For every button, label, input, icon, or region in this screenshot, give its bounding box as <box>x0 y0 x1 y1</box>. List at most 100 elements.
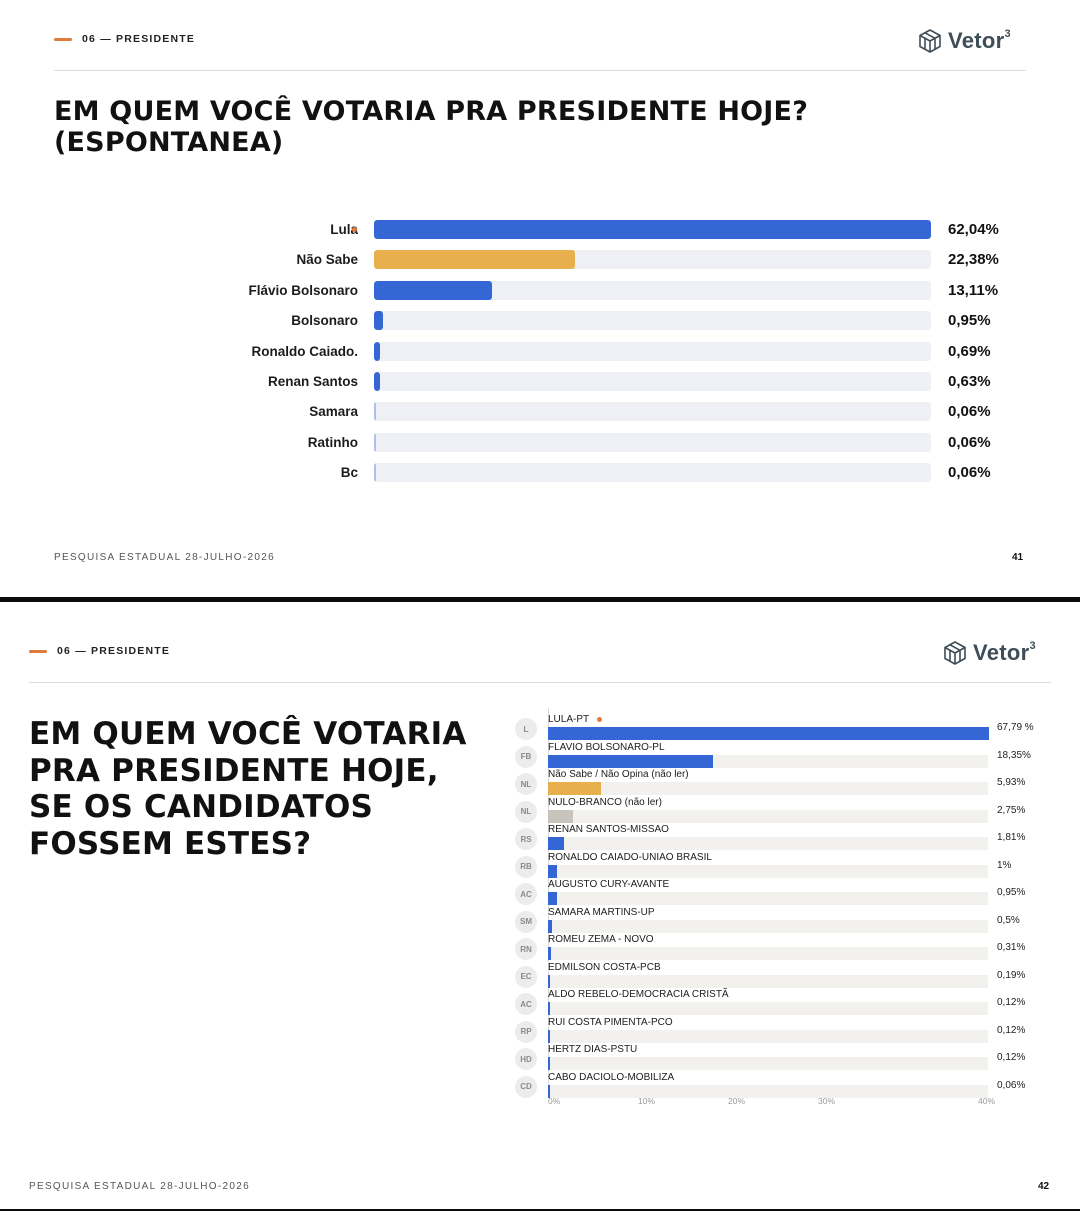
footer-survey: PESQUISA ESTADUAL 28-JULHO-2026 <box>54 552 275 563</box>
category-label: RUI COSTA PIMENTA-PCO <box>548 1016 673 1028</box>
brand-sup: 3 <box>1029 640 1036 652</box>
bar-track <box>548 1002 988 1015</box>
bar <box>374 432 376 452</box>
section-dash <box>29 649 47 653</box>
bar-track <box>548 837 988 850</box>
bar-row: Samara 0,06% <box>0 401 1080 423</box>
cube-logo-icon <box>919 29 941 53</box>
bar <box>374 402 376 422</box>
category-label: RENAN SANTOS-MISSAO <box>548 824 669 835</box>
bar <box>548 1029 550 1043</box>
slide-title: EM QUEM VOCÊ VOTARIA PRA PRESIDENTE HOJE… <box>54 96 809 158</box>
bar <box>548 864 557 878</box>
bar-row: FB FLAVIO BOLSONARO-PL 18,35% <box>510 742 1070 775</box>
candidate-initials-badge: RP <box>515 1020 537 1043</box>
category-label: ROMEU ZEMA - NOVO <box>548 934 654 945</box>
bar <box>374 372 380 391</box>
page-number: 41 <box>1012 552 1024 563</box>
category-label: Renan Santos <box>267 374 358 389</box>
bar <box>374 280 492 300</box>
bar-row: L LULA-PT 67,79 % <box>510 714 1070 747</box>
cube-logo-icon <box>944 641 966 665</box>
data-label: 0,63% <box>948 373 991 390</box>
category-label: EDMILSON COSTA-PCB <box>548 961 661 973</box>
bar-track <box>374 463 931 483</box>
x-tick-label: 10% <box>638 1096 656 1106</box>
category-label: RONALDO CAIADO-UNIAO BRASIL <box>548 851 712 863</box>
section-label: 06 — PRESIDENTE <box>82 33 196 45</box>
data-label: 0,19% <box>997 969 1026 981</box>
candidate-initials-badge: NL <box>515 800 537 823</box>
candidate-initials-badge: HD <box>515 1048 537 1070</box>
slide-41: 06 — PRESIDENTE Vetor 3 EM QUEM VOCÊ VOTA… <box>0 0 1080 597</box>
data-label: 0,12% <box>997 1024 1026 1036</box>
data-label: 0,95% <box>948 312 991 330</box>
bar-track <box>374 432 931 452</box>
x-tick-label: 30% <box>818 1096 836 1106</box>
bar-track <box>548 754 988 768</box>
data-label: 0,06% <box>948 433 991 451</box>
candidate-initials-badge: RN <box>515 938 537 960</box>
bar-row: Flávio Bolsonaro 13,11% <box>0 280 1080 302</box>
category-label: SAMARA MARTINS-UP <box>548 906 655 918</box>
candidate-initials-badge: AC <box>515 883 537 905</box>
bar-track <box>548 727 989 740</box>
bar-track <box>548 809 988 823</box>
candidate-initials-badge: NL <box>515 773 537 795</box>
bar-track <box>548 919 988 933</box>
bar <box>548 1002 550 1015</box>
bar <box>374 220 931 239</box>
bar-row: Não Sabe 22,38% <box>0 249 1080 271</box>
header-divider <box>29 682 1051 683</box>
bar <box>548 782 602 795</box>
category-label: CABO DACIOLO-MOBILIZA <box>548 1071 675 1083</box>
category-label: FLAVIO BOLSONARO-PL <box>548 741 665 753</box>
category-label: LULA-PT <box>548 714 590 725</box>
bar-row: NL NULO-BRANCO (não ler) 2,75% <box>510 797 1070 830</box>
bar-track <box>548 1057 988 1070</box>
candidate-initials-badge: CD <box>515 1075 537 1098</box>
brand-logo: Vetor 3 <box>942 640 1036 666</box>
candidate-initials-badge: AC <box>515 993 537 1015</box>
bar <box>374 463 376 483</box>
category-label: AUGUSTO CURY-AVANTE <box>548 879 670 890</box>
footer-survey: PESQUISA ESTADUAL 28-JULHO-2026 <box>29 1181 250 1192</box>
category-label: Ronaldo Caiado. <box>251 343 358 359</box>
bottom-border <box>0 1209 1080 1211</box>
section-tag: 06 — PRESIDENTE <box>29 645 170 657</box>
category-label: Não Sabe <box>296 252 358 268</box>
category-label: Bolsonaro <box>291 313 358 329</box>
candidate-initials-badge: RB <box>515 855 537 878</box>
category-label: Lula <box>330 222 358 237</box>
data-label: 0,95% <box>997 887 1026 898</box>
candidate-initials-badge: SM <box>515 910 537 933</box>
section-label: 06 — PRESIDENTE <box>57 645 171 657</box>
bar-row: Lula 62,04% <box>0 219 1080 241</box>
category-label: Samara <box>309 404 358 420</box>
bar <box>548 727 989 740</box>
bar-track <box>374 280 931 300</box>
bar <box>548 754 713 768</box>
data-label: 0,06% <box>948 403 991 421</box>
data-label: 0,5% <box>997 914 1020 926</box>
highlight-dot <box>597 717 603 722</box>
brand-name: Vetor <box>948 28 1005 53</box>
bar <box>548 892 557 905</box>
data-label: 0,31% <box>997 942 1026 953</box>
bar-row: SM SAMARA MARTINS-UP 0,5% <box>510 907 1070 940</box>
section-tag: 06 — PRESIDENTE <box>54 33 195 45</box>
brand-logo: Vetor 3 <box>917 28 1011 54</box>
bar <box>548 837 565 850</box>
data-label: 0,69% <box>948 342 991 360</box>
data-label: 0,06% <box>948 464 991 482</box>
section-dash <box>54 37 72 41</box>
bar-track <box>548 1029 988 1043</box>
bar-row: HD HERTZ DIAS-PSTU 0,12% <box>510 1044 1070 1077</box>
candidate-initials-badge: RS <box>515 828 537 850</box>
bar-track <box>548 1084 988 1098</box>
slide-42: 06 — PRESIDENTE Vetor 3 PESQUISA ESTADUAL… <box>0 602 1080 1209</box>
bar <box>374 311 383 331</box>
bar-row: EC EDMILSON COSTA-PCB 0,19% <box>510 962 1070 995</box>
data-label: 0,12% <box>997 997 1026 1008</box>
bar-track <box>548 864 988 878</box>
